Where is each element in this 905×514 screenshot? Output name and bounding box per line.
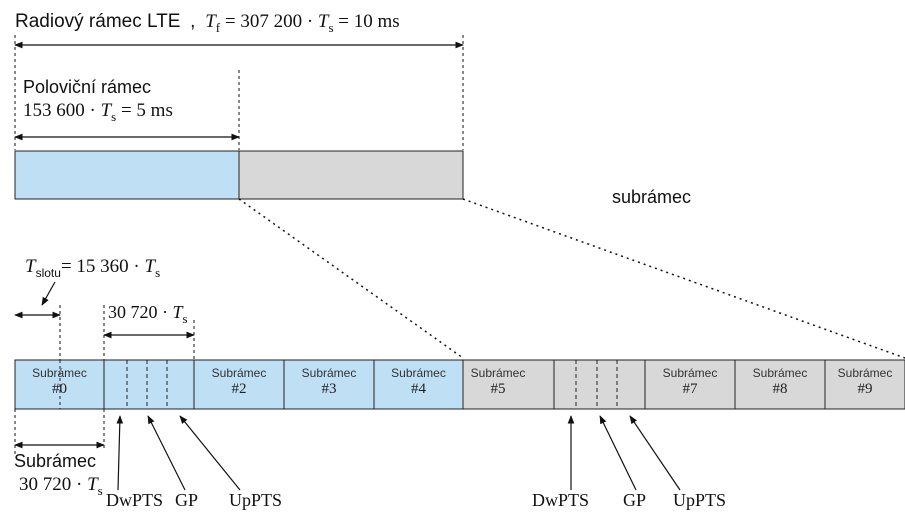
subframe-0: Subrámec #0 bbox=[32, 366, 87, 397]
tf-symbol: T bbox=[205, 11, 216, 32]
subframe-7: Subrámec #7 bbox=[662, 366, 718, 397]
subframe-3: Subrámec #3 bbox=[301, 366, 357, 397]
half-frame-label: Poloviční rámec bbox=[23, 77, 152, 97]
subframe-2: Subrámec #2 bbox=[211, 366, 267, 397]
dwpts-pointer-1 bbox=[116, 415, 124, 491]
special-subframe-1 bbox=[103, 359, 195, 410]
bottom-subframe-formula: 30 720 · Ts bbox=[19, 474, 103, 498]
slot-pointer bbox=[41, 281, 56, 306]
gp-label-1: GP bbox=[175, 490, 199, 510]
zoom-line-right bbox=[462, 198, 905, 359]
frame-title-line: Radiový rámec LTE , Tf = 307 200 · Ts = … bbox=[15, 11, 400, 35]
dwpts-label-1: DwPTS bbox=[106, 490, 164, 510]
slot-formula: Tslotu= 15 360 · Ts bbox=[25, 256, 161, 280]
uppts-label-1: UpPTS bbox=[229, 490, 283, 510]
subframe-5: Subrámec #5 bbox=[470, 366, 526, 397]
second-half-frame bbox=[238, 150, 464, 200]
uppts-pointer-1 bbox=[179, 415, 241, 491]
gp-pointer-1 bbox=[147, 415, 186, 491]
zoom-line-left bbox=[238, 198, 464, 359]
subframe-4: Subrámec #4 bbox=[391, 366, 446, 397]
subframe-9: Subrámec #9 bbox=[837, 366, 893, 397]
dwpts-label-2: DwPTS bbox=[532, 490, 590, 510]
gp-label-2: GP bbox=[623, 490, 647, 510]
uppts-label-2: UpPTS bbox=[673, 490, 727, 510]
subframe-8: Subrámec #8 bbox=[752, 366, 808, 397]
special-span-formula: 30 720 · Ts bbox=[108, 302, 188, 326]
gp-pointer-2 bbox=[599, 415, 637, 491]
special-subframe-6 bbox=[553, 359, 646, 410]
subframe-row bbox=[14, 359, 905, 410]
first-half-frame bbox=[14, 150, 240, 200]
uppts-pointer-2 bbox=[629, 415, 681, 491]
bottom-subframe-label: Subrámec bbox=[14, 451, 97, 471]
subframe-callout-label: subrámec bbox=[612, 187, 692, 207]
frame-title: Radiový rámec LTE bbox=[15, 11, 181, 32]
half-frame-formula: 153 600 · Ts = 5 ms bbox=[23, 100, 173, 124]
